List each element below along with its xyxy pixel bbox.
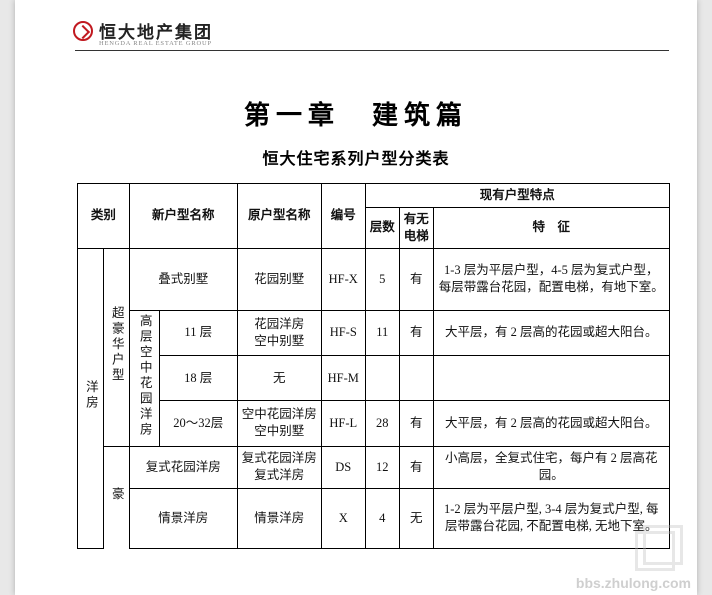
cell-new: 18 层	[159, 355, 237, 400]
cell-feat	[433, 355, 669, 400]
cell-feat: 大平层，有 2 层高的花园或超大阳台。	[433, 401, 669, 446]
brand-name-en: HENGDA REAL ESTATE GROUP	[99, 40, 212, 47]
th-features: 现有户型特点	[365, 184, 669, 208]
cell-floors: 5	[365, 248, 399, 310]
table-title: 恒大住宅系列户型分类表	[15, 145, 697, 169]
cell-code: HF-M	[321, 355, 365, 400]
chapter-title: 第一章 建筑篇	[15, 95, 697, 132]
th-lift: 有无电梯	[399, 207, 433, 248]
th-new-name: 新户型名称	[129, 184, 237, 249]
cell-feat: 小高层，全复式住宅，每户有 2 层高花园。	[433, 446, 669, 488]
cell-code: HF-S	[321, 310, 365, 355]
cell-lift: 有	[399, 401, 433, 446]
cell-code: DS	[321, 446, 365, 488]
watermark-text: bbs.zhulong.com	[576, 575, 691, 591]
cell-old: 空中花园洋房 空中别墅	[237, 401, 321, 446]
th-code: 编号	[321, 184, 365, 249]
cell-new: 叠式别墅	[129, 248, 237, 310]
brand-logo-icon	[73, 21, 93, 41]
cell-floors: 4	[365, 488, 399, 548]
cell-lift: 有	[399, 446, 433, 488]
cat-gaoceng: 高层空中花园洋房	[129, 310, 159, 446]
cell-code: X	[321, 488, 365, 548]
cat-yangfang: 洋房	[78, 248, 104, 548]
cat-chaohaohua: 超豪华户型	[103, 248, 129, 446]
document-page: 恒大地产集团 HENGDA REAL ESTATE GROUP 第一章 建筑篇 …	[15, 0, 697, 595]
cell-old: 花园别墅	[237, 248, 321, 310]
cell-code: HF-X	[321, 248, 365, 310]
watermark-icon	[635, 525, 677, 567]
cell-old: 复式花园洋房 复式洋房	[237, 446, 321, 488]
brand-block: 恒大地产集团 HENGDA REAL ESTATE GROUP	[73, 18, 213, 43]
header-rule	[75, 50, 669, 51]
cell-new: 情景洋房	[129, 488, 237, 548]
cell-feat: 大平层，有 2 层高的花园或超大阳台。	[433, 310, 669, 355]
cat-hao: 豪	[103, 446, 129, 548]
cell-old: 花园洋房 空中别墅	[237, 310, 321, 355]
cell-floors	[365, 355, 399, 400]
cell-feat: 1-3 层为平层户型，4-5 层为复式户型，每层带露台花园，配置电梯，有地下室。	[433, 248, 669, 310]
cell-old: 无	[237, 355, 321, 400]
cell-lift: 有	[399, 310, 433, 355]
th-floors: 层数	[365, 207, 399, 248]
th-feature-detail: 特 征	[433, 207, 669, 248]
th-old-name: 原户型名称	[237, 184, 321, 249]
cell-floors: 12	[365, 446, 399, 488]
cell-floors: 11	[365, 310, 399, 355]
cell-lift	[399, 355, 433, 400]
cell-feat: 1-2 层为平层户型, 3-4 层为复式户型, 每层带露台花园, 不配置电梯, …	[433, 488, 669, 548]
cell-new: 20～32层	[159, 401, 237, 446]
cell-floors: 28	[365, 401, 399, 446]
cell-lift: 有	[399, 248, 433, 310]
cell-new: 复式花园洋房	[129, 446, 237, 488]
cell-old: 情景洋房	[237, 488, 321, 548]
th-category: 类别	[78, 184, 130, 249]
cell-new: 11 层	[159, 310, 237, 355]
classification-table: 类别 新户型名称 原户型名称 编号 现有户型特点 层数 有无电梯 特 征 洋房 …	[77, 183, 670, 549]
cell-code: HF-L	[321, 401, 365, 446]
cell-lift: 无	[399, 488, 433, 548]
